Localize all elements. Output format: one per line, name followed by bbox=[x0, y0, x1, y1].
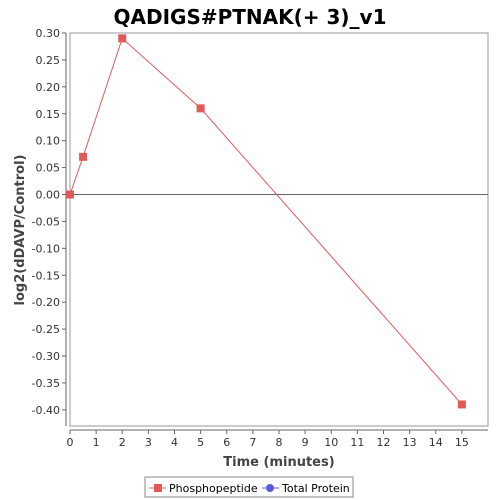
x-tick-label: 0 bbox=[67, 436, 74, 449]
x-tick-label: 13 bbox=[403, 436, 417, 449]
y-tick-label: 0.30 bbox=[36, 27, 61, 40]
y-tick-label: 0.25 bbox=[36, 54, 61, 67]
y-tick-label: -0.30 bbox=[32, 350, 60, 363]
y-tick-label: 0.00 bbox=[36, 189, 61, 202]
y-tick-label: -0.05 bbox=[32, 215, 60, 228]
y-tick-label: -0.10 bbox=[32, 242, 60, 255]
y-tick-label: -0.15 bbox=[32, 269, 60, 282]
y-tick-label: 0.20 bbox=[36, 81, 61, 94]
legend-box bbox=[144, 476, 354, 498]
x-tick-label: 2 bbox=[119, 436, 126, 449]
x-tick-label: 6 bbox=[223, 436, 230, 449]
x-tick-label: 10 bbox=[324, 436, 338, 449]
legend-phosphopeptide-marker bbox=[154, 484, 162, 492]
x-tick-label: 11 bbox=[350, 436, 364, 449]
x-tick-label: 12 bbox=[377, 436, 391, 449]
series-layer bbox=[66, 34, 466, 409]
chart-title: QADIGS#PTNAK(+ 3)_v1 bbox=[114, 5, 387, 29]
y-tick-label: -0.40 bbox=[32, 404, 60, 417]
x-axis-ticks: 0 1 2 3 4 5 6 7 8 9 10 11 12 13 14 15 bbox=[67, 430, 469, 449]
legend: Phosphopeptide Total Protein bbox=[144, 476, 354, 498]
plot-area bbox=[69, 32, 489, 427]
x-tick-label: 1 bbox=[93, 436, 100, 449]
data-point bbox=[457, 400, 466, 409]
legend-total-protein-marker bbox=[266, 484, 274, 492]
y-tick-label: 0.15 bbox=[36, 108, 61, 121]
data-point bbox=[66, 190, 74, 199]
y-tick-label: 0.05 bbox=[36, 162, 61, 175]
legend-phosphopeptide-label: Phosphopeptide bbox=[169, 482, 258, 495]
y-tick-label: -0.35 bbox=[32, 377, 60, 390]
y-tick-label: -0.25 bbox=[32, 323, 60, 336]
x-tick-label: 8 bbox=[276, 436, 283, 449]
x-tick-label: 9 bbox=[302, 436, 309, 449]
data-point bbox=[196, 104, 205, 113]
x-tick-label: 14 bbox=[429, 436, 443, 449]
x-tick-label: 7 bbox=[249, 436, 256, 449]
data-point bbox=[118, 34, 127, 43]
y-tick-label: 0.10 bbox=[36, 135, 61, 148]
data-point bbox=[79, 152, 88, 161]
x-tick-label: 4 bbox=[171, 436, 178, 449]
y-axis-label: log2(dDAVP/Control) bbox=[13, 155, 28, 306]
x-tick-label: 5 bbox=[197, 436, 204, 449]
legend-total-protein-label: Total Protein bbox=[281, 482, 350, 495]
x-tick-label: 3 bbox=[145, 436, 152, 449]
y-axis-ticks: 0.30 0.25 0.20 0.15 0.10 0.05 0.00 -0.05 -0.10 -0… bbox=[32, 27, 66, 417]
x-tick-label: 15 bbox=[455, 436, 469, 449]
x-axis-label: Time (minutes) bbox=[223, 455, 334, 470]
y-tick-label: -0.20 bbox=[32, 296, 60, 309]
